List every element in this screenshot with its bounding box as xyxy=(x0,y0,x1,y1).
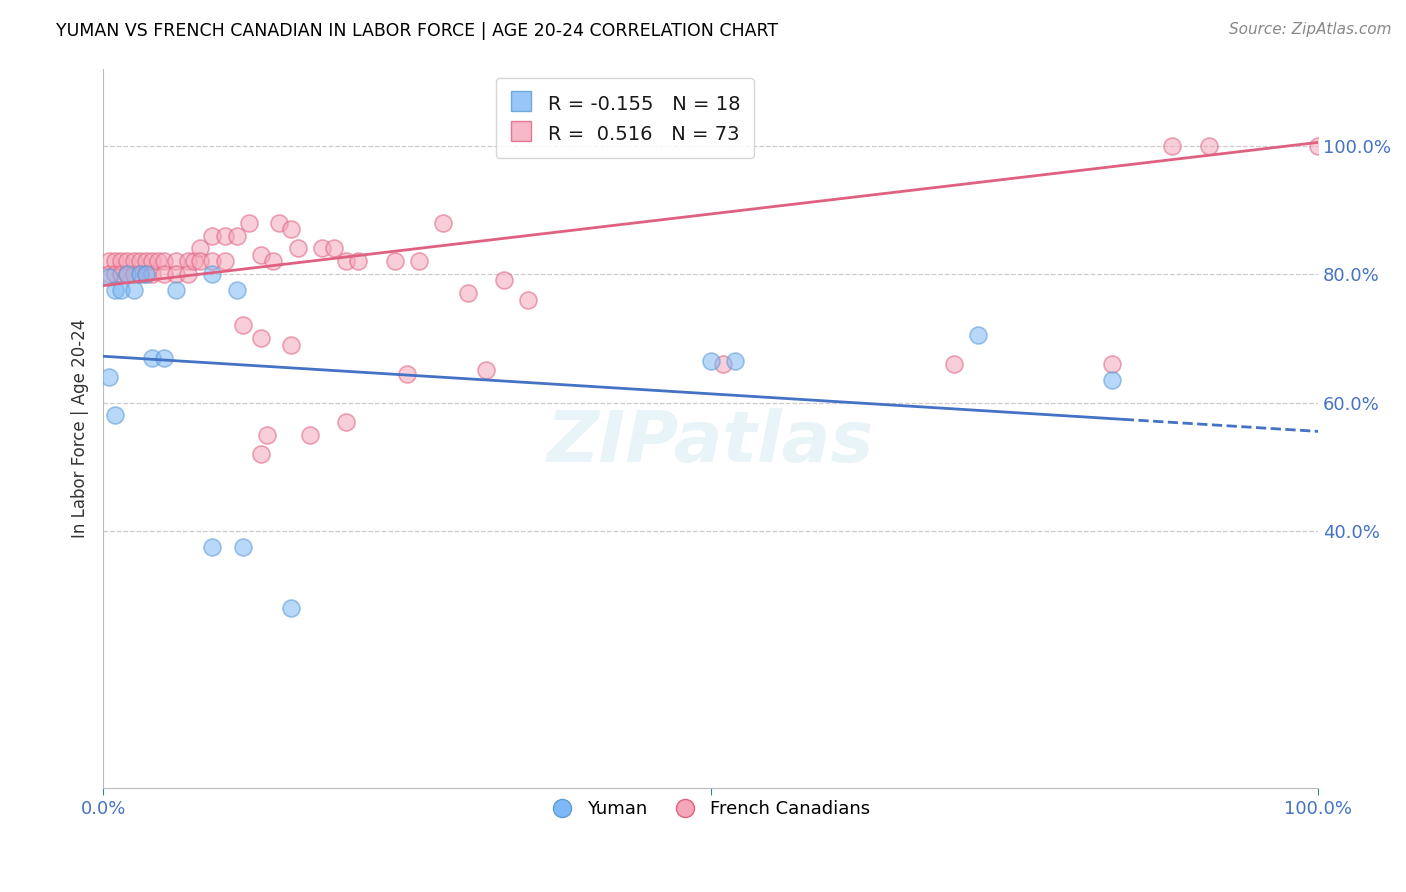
Point xyxy=(214,254,236,268)
Point xyxy=(699,353,721,368)
Point xyxy=(232,540,254,554)
Point xyxy=(177,267,200,281)
Point xyxy=(347,254,370,268)
Point xyxy=(117,254,139,268)
Point xyxy=(269,216,291,230)
Point xyxy=(98,267,121,281)
Point xyxy=(201,267,224,281)
Point xyxy=(153,351,176,365)
Point xyxy=(165,267,187,281)
Point xyxy=(165,283,187,297)
Legend: Yuman, French Canadians: Yuman, French Canadians xyxy=(544,793,877,826)
Point xyxy=(1308,138,1330,153)
Point xyxy=(135,254,157,268)
Point xyxy=(117,267,139,281)
Point xyxy=(494,273,516,287)
Point xyxy=(188,241,211,255)
Point xyxy=(408,254,430,268)
Point xyxy=(135,267,157,281)
Point xyxy=(724,353,747,368)
Point xyxy=(201,254,224,268)
Point xyxy=(188,254,211,268)
Point xyxy=(225,228,247,243)
Point xyxy=(457,286,479,301)
Text: Source: ZipAtlas.com: Source: ZipAtlas.com xyxy=(1229,22,1392,37)
Point xyxy=(1198,138,1220,153)
Text: YUMAN VS FRENCH CANADIAN IN LABOR FORCE | AGE 20-24 CORRELATION CHART: YUMAN VS FRENCH CANADIAN IN LABOR FORCE … xyxy=(56,22,779,40)
Point xyxy=(201,540,224,554)
Point xyxy=(517,293,540,307)
Point xyxy=(1101,357,1123,371)
Point xyxy=(165,254,187,268)
Point xyxy=(711,357,734,371)
Point xyxy=(384,254,406,268)
Point xyxy=(280,601,302,615)
Point xyxy=(967,328,990,343)
Point xyxy=(153,267,176,281)
Point xyxy=(475,363,498,377)
Point xyxy=(335,415,357,429)
Point xyxy=(177,254,200,268)
Point xyxy=(1101,373,1123,387)
Point xyxy=(128,254,150,268)
Point xyxy=(201,228,224,243)
Point xyxy=(104,283,127,297)
Point xyxy=(104,267,127,281)
Point xyxy=(141,351,163,365)
Point xyxy=(128,267,150,281)
Point xyxy=(110,254,132,268)
Point xyxy=(122,283,145,297)
Point xyxy=(1161,138,1184,153)
Point xyxy=(298,427,321,442)
Point xyxy=(287,241,309,255)
Point xyxy=(225,283,247,297)
Point xyxy=(98,369,121,384)
Point xyxy=(395,367,418,381)
Point xyxy=(141,267,163,281)
Point xyxy=(250,447,273,461)
Point xyxy=(335,254,357,268)
Point xyxy=(256,427,278,442)
Point xyxy=(262,254,284,268)
Point xyxy=(432,216,454,230)
Point xyxy=(250,248,273,262)
Point xyxy=(238,216,260,230)
Point xyxy=(110,267,132,281)
Point xyxy=(141,254,163,268)
Point xyxy=(117,267,139,281)
Point xyxy=(135,267,157,281)
Point xyxy=(98,254,121,268)
Point xyxy=(122,254,145,268)
Text: ZIPatlas: ZIPatlas xyxy=(547,408,875,477)
Point xyxy=(128,267,150,281)
Point xyxy=(942,357,965,371)
Point xyxy=(104,254,127,268)
Y-axis label: In Labor Force | Age 20-24: In Labor Force | Age 20-24 xyxy=(72,318,89,538)
Point xyxy=(250,331,273,345)
Point xyxy=(323,241,346,255)
Point xyxy=(104,409,127,423)
Point xyxy=(183,254,205,268)
Point xyxy=(146,254,169,268)
Point xyxy=(110,283,132,297)
Point xyxy=(311,241,333,255)
Point xyxy=(280,337,302,351)
Point xyxy=(232,318,254,333)
Point xyxy=(153,254,176,268)
Point xyxy=(98,270,121,285)
Point xyxy=(214,228,236,243)
Point xyxy=(122,267,145,281)
Point xyxy=(280,222,302,236)
